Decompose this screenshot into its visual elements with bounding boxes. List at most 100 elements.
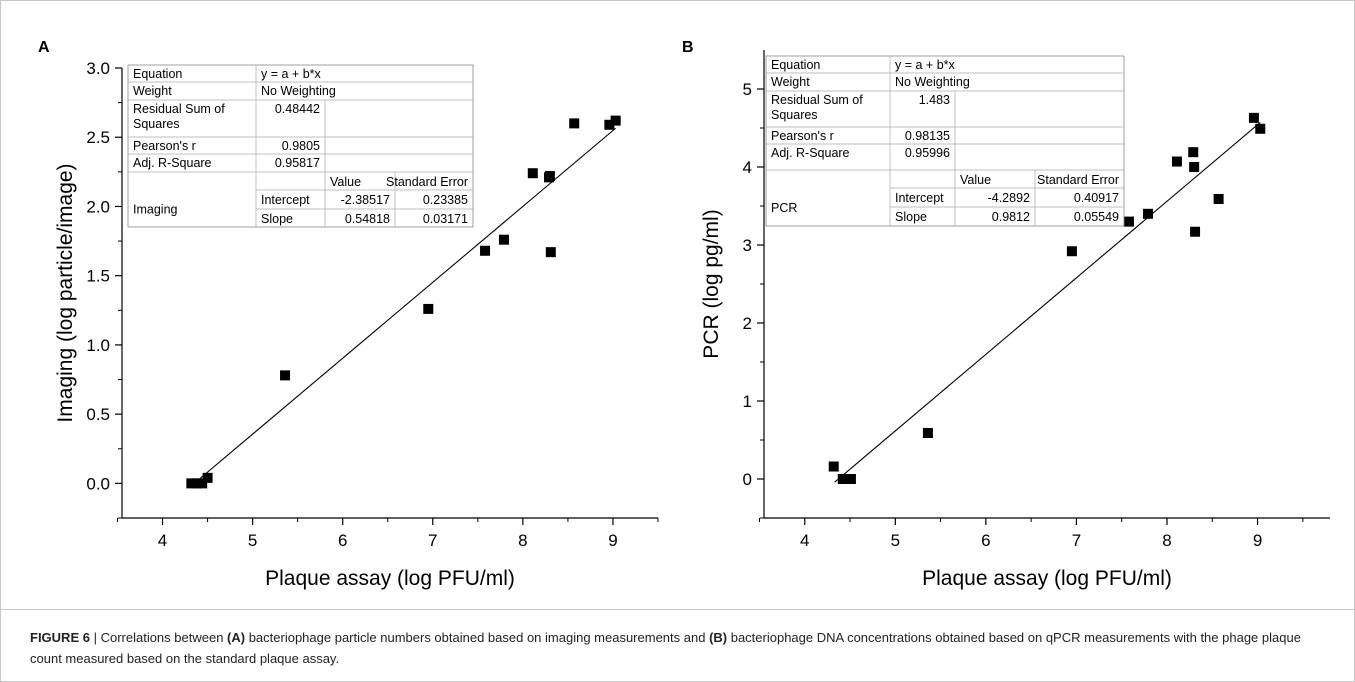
rss-label: Squares xyxy=(771,108,818,122)
fit-line xyxy=(191,127,617,486)
stats-table: Equation y = a + b*x Weight No Weighting Res… xyxy=(127,64,474,228)
equation-label: Equation xyxy=(133,67,182,81)
data-point xyxy=(1171,156,1182,167)
data-point xyxy=(197,478,208,489)
y-tick-label: 0.5 xyxy=(86,405,110,424)
standard-error-header: Standard Error xyxy=(386,175,468,189)
data-point xyxy=(569,118,580,129)
data-point xyxy=(1188,147,1199,158)
standard-error-header: Standard Error xyxy=(1037,173,1119,187)
stats-table-border xyxy=(127,64,474,228)
data-point xyxy=(480,245,491,256)
adj-r-square-label: Adj. R-Square xyxy=(771,146,850,160)
chart-panel-b: B 4 5 6 7 8 9 0 1 2 3 4 5 Plaque assay (log PFU/ml) PC… xyxy=(682,39,1330,590)
fit-line xyxy=(834,122,1261,483)
caption-text-1: Correlations between xyxy=(100,630,228,645)
adj-r-square-value: 0.95817 xyxy=(275,156,320,170)
y-tick-label: 3 xyxy=(743,236,752,255)
y-tick-label: 1.5 xyxy=(86,267,110,286)
data-point xyxy=(922,427,933,438)
intercept-label: Intercept xyxy=(895,191,944,205)
adj-r-square-label: Adj. R-Square xyxy=(133,156,212,170)
data-point xyxy=(837,474,848,484)
data-point xyxy=(527,168,538,179)
data-point xyxy=(1123,216,1134,227)
equation-value: y = a + b*x xyxy=(895,58,956,72)
stats-table-border xyxy=(765,55,1125,227)
intercept-value: -2.38517 xyxy=(341,193,390,207)
pearson-value: 0.9805 xyxy=(282,139,320,153)
intercept-se: 0.40917 xyxy=(1074,191,1119,205)
data-point xyxy=(423,303,434,314)
data-point xyxy=(1189,162,1200,172)
caption-ref-b: (B) xyxy=(709,630,728,645)
y-tick-label: 3.0 xyxy=(86,59,110,78)
adj-r-square-value: 0.95996 xyxy=(905,146,950,160)
x-tick-label: 8 xyxy=(1162,531,1171,550)
y-tick-label: 0 xyxy=(743,470,752,489)
y-tick-label: 2.5 xyxy=(86,128,110,147)
rss-label: Squares xyxy=(133,117,180,131)
x-axis-title: Plaque assay (log PFU/ml) xyxy=(265,567,515,590)
panel-label: A xyxy=(38,39,50,56)
caption-text-3: bacteriophage DNA concentrations obtaine… xyxy=(30,630,1301,666)
x-tick-label: 4 xyxy=(158,531,167,550)
x-tick-label: 5 xyxy=(248,531,257,550)
weight-label: Weight xyxy=(133,84,172,98)
data-point xyxy=(828,461,839,472)
y-tick-label: 1.0 xyxy=(86,336,110,355)
chart-panel-a: A 4 5 6 7 8 9 0.0 0.5 1.0 1.5 2.0 2.5 3.0 Plaque assay… xyxy=(38,39,659,590)
panel-label: B xyxy=(682,39,694,56)
data-point xyxy=(610,115,621,126)
weight-value: No Weighting xyxy=(895,75,970,89)
y-tick-label: 0.0 xyxy=(86,474,110,493)
value-header: Value xyxy=(960,173,991,187)
y-tick-label: 5 xyxy=(743,80,752,99)
data-point xyxy=(1190,226,1201,237)
value-header: Value xyxy=(330,175,361,189)
x-tick-label: 6 xyxy=(338,531,347,550)
data-point xyxy=(544,171,555,181)
slope-value: 0.54818 xyxy=(345,212,390,226)
rss-value: 0.48442 xyxy=(275,102,320,116)
figure-caption: FIGURE 6 | Correlations between (A) bact… xyxy=(30,627,1330,669)
slope-label: Slope xyxy=(261,212,293,226)
weight-label: Weight xyxy=(771,75,810,89)
y-tick-label: 1 xyxy=(743,392,752,411)
rss-label: Residual Sum of xyxy=(771,93,863,107)
slope-label: Slope xyxy=(895,210,927,224)
rss-value: 1.483 xyxy=(919,93,950,107)
weight-value: No Weighting xyxy=(261,84,336,98)
pearson-label: Pearson's r xyxy=(771,129,834,143)
y-axis-title: Imaging (log particle/image) xyxy=(54,163,77,422)
slope-value: 0.9812 xyxy=(992,210,1030,224)
data-point xyxy=(545,247,556,258)
caption-separator-text: | xyxy=(89,630,101,645)
stats-table: Equation y = a + b*x Weight No Weighting Res… xyxy=(765,55,1125,227)
data-point xyxy=(280,370,291,381)
slope-se: 0.03171 xyxy=(423,212,468,226)
equation-label: Equation xyxy=(771,58,820,72)
x-tick-label: 9 xyxy=(608,531,617,550)
y-axis-title: PCR (log pg/ml) xyxy=(700,209,723,358)
caption-separator xyxy=(0,609,1355,610)
x-tick-label: 4 xyxy=(800,531,809,550)
equation-value: y = a + b*x xyxy=(261,67,322,81)
intercept-label: Intercept xyxy=(261,193,310,207)
x-tick-label: 7 xyxy=(428,531,437,550)
data-point xyxy=(1255,123,1266,134)
pearson-value: 0.98135 xyxy=(905,129,950,143)
caption-ref-a: (A) xyxy=(227,630,246,645)
y-tick-label: 4 xyxy=(743,158,752,177)
data-point xyxy=(604,119,615,130)
data-point xyxy=(498,234,509,245)
group-label: PCR xyxy=(771,201,797,215)
data-point xyxy=(191,478,202,489)
group-label: Imaging xyxy=(133,203,178,217)
x-tick-label: 8 xyxy=(518,531,527,550)
x-tick-label: 7 xyxy=(1072,531,1081,550)
caption-text-2: bacteriophage particle numbers obtained … xyxy=(245,630,710,645)
x-tick-label: 9 xyxy=(1253,531,1262,550)
data-point xyxy=(202,472,213,483)
